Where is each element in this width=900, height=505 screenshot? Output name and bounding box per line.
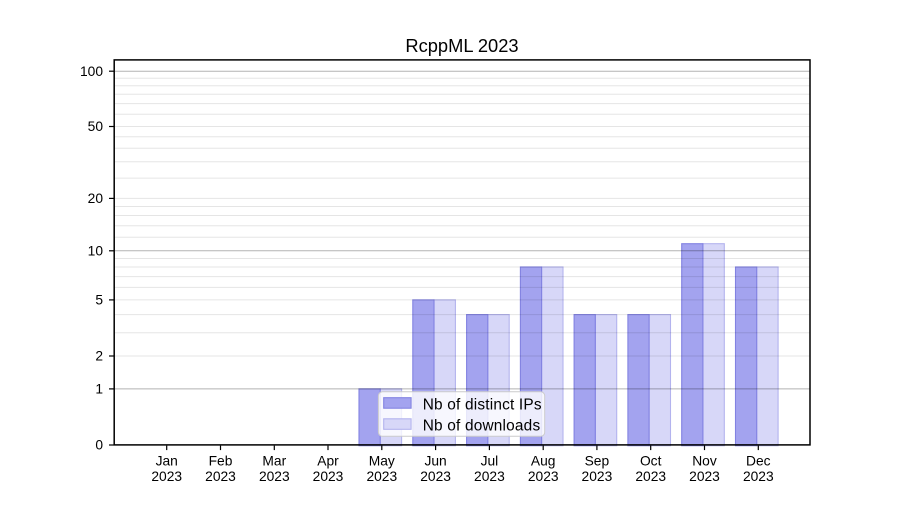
svg-text:2023: 2023: [689, 469, 720, 484]
svg-text:2023: 2023: [151, 469, 182, 484]
svg-text:2: 2: [95, 349, 103, 364]
svg-text:Feb: Feb: [209, 454, 233, 469]
svg-text:2023: 2023: [420, 469, 451, 484]
svg-text:Sep: Sep: [585, 454, 610, 469]
svg-text:2023: 2023: [582, 469, 613, 484]
svg-text:10: 10: [88, 243, 104, 258]
svg-text:Jul: Jul: [481, 454, 499, 469]
svg-text:5: 5: [95, 293, 103, 308]
svg-text:2023: 2023: [313, 469, 344, 484]
svg-text:2023: 2023: [528, 469, 559, 484]
svg-text:2023: 2023: [205, 469, 236, 484]
svg-text:1: 1: [95, 382, 103, 397]
svg-text:2023: 2023: [366, 469, 397, 484]
svg-text:RcppML 2023: RcppML 2023: [405, 35, 518, 56]
svg-text:2023: 2023: [474, 469, 505, 484]
svg-text:20: 20: [88, 191, 104, 206]
svg-text:Jun: Jun: [424, 454, 446, 469]
svg-text:Oct: Oct: [640, 454, 662, 469]
svg-text:2023: 2023: [259, 469, 290, 484]
svg-text:0: 0: [95, 438, 103, 453]
svg-text:Nb of distinct IPs: Nb of distinct IPs: [423, 397, 542, 414]
svg-text:2023: 2023: [743, 469, 774, 484]
svg-text:Nov: Nov: [692, 454, 717, 469]
svg-text:Apr: Apr: [317, 454, 339, 469]
svg-text:100: 100: [80, 64, 103, 79]
svg-text:Nb of downloads: Nb of downloads: [423, 418, 541, 435]
svg-text:Mar: Mar: [262, 454, 286, 469]
svg-text:Dec: Dec: [746, 454, 771, 469]
svg-text:Jan: Jan: [156, 454, 178, 469]
svg-text:May: May: [369, 454, 395, 469]
svg-text:Aug: Aug: [531, 454, 556, 469]
svg-text:2023: 2023: [635, 469, 666, 484]
svg-text:50: 50: [88, 119, 104, 134]
